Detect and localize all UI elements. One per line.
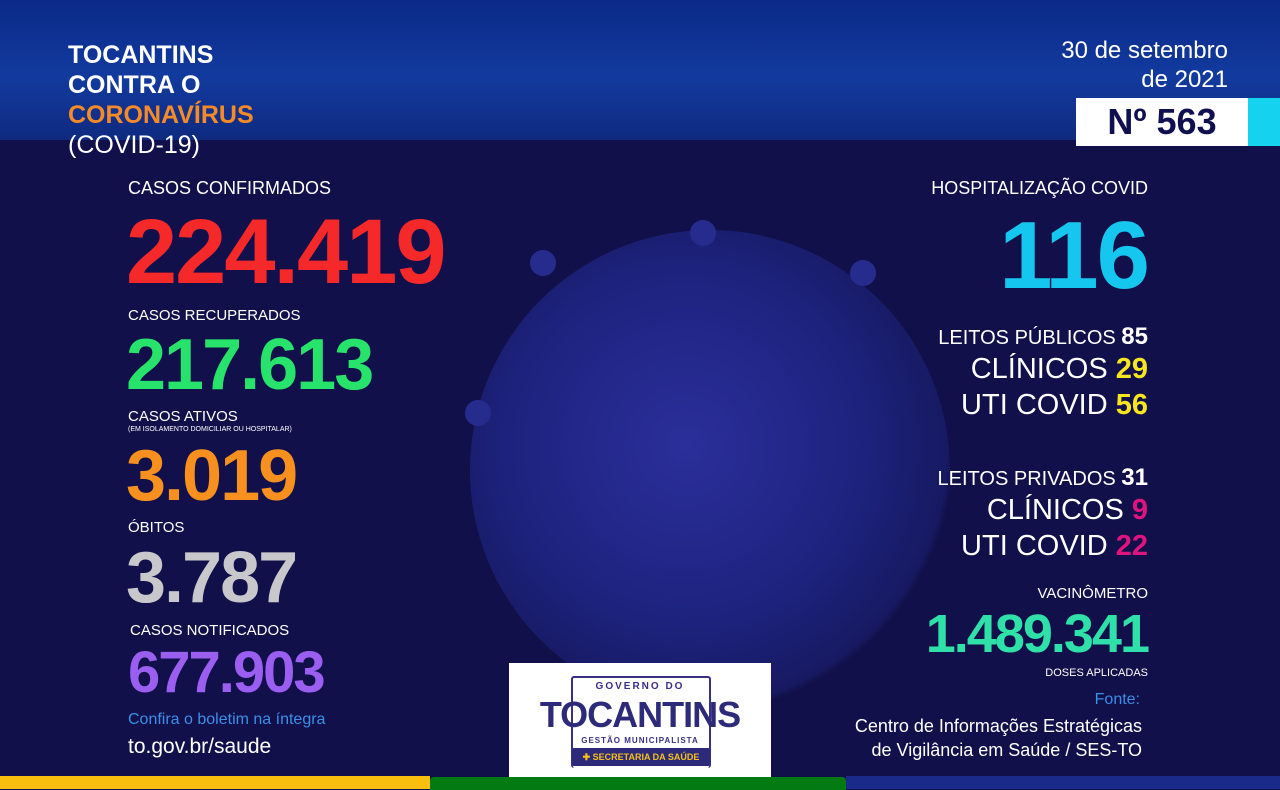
public-beds-value: 85	[1121, 323, 1148, 350]
number-accent	[1248, 98, 1280, 146]
active-sublabel: (EM ISOLAMENTO DOMICILIAR OU HOSPITALAR)	[128, 426, 292, 433]
logo-line: SECRETARIA DA SAÚDE	[592, 752, 700, 762]
public-icu-row: UTI COVID 56	[961, 389, 1148, 422]
flag-bar-green	[430, 777, 846, 790]
bulletin-title: TOCANTINS CONTRA O CORONAVÍRUS (COVID-19…	[68, 40, 254, 160]
notified-value: 677.903	[128, 640, 326, 705]
flag-bar-yellow	[0, 776, 430, 789]
header-band	[0, 0, 1280, 140]
title-line: TOCANTINS	[68, 41, 214, 69]
private-beds-row: LEITOS PRIVADOS 31	[938, 464, 1148, 492]
public-icu-label: UTI COVID	[961, 389, 1108, 421]
vac-sublabel: DOSES APLICADAS	[1045, 667, 1148, 679]
confirmed-label: CASOS CONFIRMADOS	[128, 178, 332, 198]
source-text: Centro de Informações Estratégicas de Vi…	[855, 714, 1142, 762]
recovered-label: CASOS RECUPERADOS	[128, 307, 301, 324]
title-line: CONTRA O	[68, 71, 201, 99]
bulletin-link[interactable]: to.gov.br/saude	[128, 735, 272, 758]
private-clinical-row: CLÍNICOS 9	[987, 494, 1148, 527]
vac-label: VACINÔMETRO	[1037, 585, 1148, 602]
date-line: de 2021	[1141, 66, 1228, 93]
public-clinical-label: CLÍNICOS	[970, 353, 1108, 385]
link-caption: Confira o boletim na íntegra	[128, 711, 326, 728]
active-value: 3.019	[126, 436, 298, 516]
public-clinical-value: 29	[1115, 353, 1148, 385]
source-line: de Vigilância em Saúde / SES-TO	[871, 740, 1142, 760]
government-logo: GOVERNO DO TOCANTINS GESTÃO MUNICIPALIST…	[509, 663, 771, 778]
public-beds-row: LEITOS PÚBLICOS 85	[938, 323, 1148, 351]
title-line: (COVID-19)	[68, 131, 200, 159]
hosp-label: HOSPITALIZAÇÃO COVID	[931, 178, 1148, 198]
virus-illustration	[465, 220, 950, 710]
logo-health-badge: ✚ SECRETARIA DA SAÚDE	[572, 748, 710, 766]
recovered-value: 217.613	[126, 325, 374, 405]
confirmed-value: 224.419	[126, 201, 447, 303]
deaths-label: ÓBITOS	[128, 519, 185, 536]
notified-label: CASOS NOTIFICADOS	[130, 622, 290, 639]
public-beds-label: LEITOS PÚBLICOS	[938, 327, 1116, 349]
flag-bar-blue	[846, 776, 1280, 789]
date-line: 30 de setembro	[1061, 37, 1228, 64]
private-icu-label: UTI COVID	[961, 530, 1108, 562]
cross-icon: ✚	[582, 752, 593, 762]
title-line: CORONAVÍRUS	[68, 101, 254, 129]
deaths-value: 3.787	[126, 538, 298, 618]
private-icu-value: 22	[1115, 530, 1148, 562]
vac-value: 1.489.341	[925, 604, 1150, 664]
bulletin-date: 30 de setembro de 2021	[1061, 36, 1228, 94]
logo-line: GOVERNO DO	[595, 681, 685, 692]
private-clinical-value: 9	[1131, 494, 1148, 526]
private-beds-label: LEITOS PRIVADOS	[937, 468, 1116, 490]
public-clinical-row: CLÍNICOS 29	[971, 353, 1148, 386]
public-icu-value: 56	[1115, 389, 1148, 421]
active-label: CASOS ATIVOS	[128, 408, 238, 425]
logo-line: GESTÃO MUNICIPALISTA	[581, 736, 699, 745]
private-icu-row: UTI COVID 22	[961, 530, 1148, 563]
bulletin-number: Nº 563	[1076, 98, 1248, 146]
source-label: Fonte:	[1094, 691, 1140, 708]
hosp-value: 116	[999, 202, 1150, 309]
logo-wordmark: TOCANTINS	[539, 694, 741, 735]
source-line: Centro de Informações Estratégicas	[854, 716, 1142, 736]
private-clinical-label: CLÍNICOS	[986, 494, 1124, 526]
private-beds-value: 31	[1121, 464, 1148, 491]
